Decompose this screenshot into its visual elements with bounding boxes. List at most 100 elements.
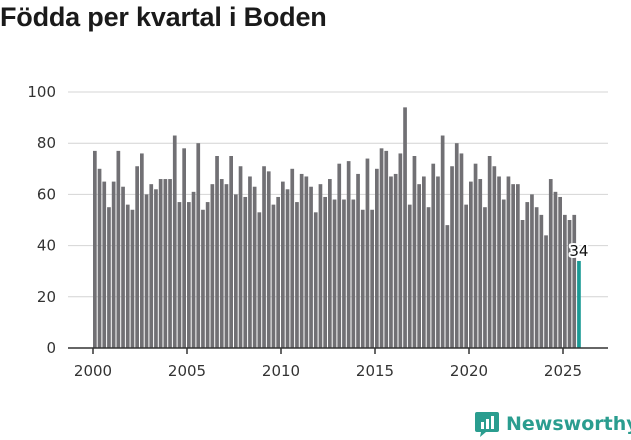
bar [384,150,389,348]
bar [271,204,276,348]
bar [97,168,102,348]
bar [445,225,450,348]
bar [107,207,111,348]
bar [187,202,191,348]
bar [403,107,407,348]
bar [558,196,562,348]
bar [111,181,116,348]
brand-logo: Newsworthy [474,408,631,440]
bar [276,196,280,348]
y-tick-label: 100 [27,83,56,101]
bar [398,153,403,348]
bar [191,191,196,348]
y-tick-label: 40 [37,237,56,255]
bar [248,176,252,348]
bar [205,202,210,348]
bar [422,176,426,348]
bar [567,220,572,348]
bar [135,166,139,348]
x-tick-label: 2015 [356,362,394,380]
bar [234,194,238,348]
bar [238,166,243,348]
bar [450,166,454,348]
bar [469,181,473,348]
bar [93,150,97,348]
bar [299,173,304,348]
bar [544,235,548,348]
bar [539,214,544,348]
bar [534,207,539,348]
bar [342,199,346,348]
bar [525,202,530,348]
bar [158,179,163,348]
bar [375,168,379,348]
bar [492,166,497,348]
y-tick-label: 0 [46,339,56,357]
bar [163,179,168,348]
bar [426,207,431,348]
bar [483,207,487,348]
bar-highlighted [577,260,581,348]
gridlines: 0 20 40 60 80 100 [27,83,608,357]
bar [351,199,356,348]
brand-name: Newsworthy [506,413,631,435]
bar [365,158,370,348]
bar [530,194,534,348]
bar [360,209,365,348]
bar [262,166,266,348]
bar [516,184,520,348]
bar [459,153,464,348]
x-tick-label: 2020 [450,362,488,380]
bar [229,156,233,348]
bar [168,179,172,348]
bars: 34 [93,107,590,348]
bar [389,176,393,348]
bar [501,199,506,348]
bar [356,173,360,348]
newsworthy-icon [475,412,499,437]
bar [154,189,158,348]
bar [219,179,224,348]
bar [548,179,553,348]
bar [318,184,323,348]
y-tick-label: 20 [37,288,56,306]
bar [346,161,351,348]
bar [252,186,257,348]
bar [337,163,342,348]
bar [295,202,299,348]
bar [328,179,332,348]
bar [304,176,309,348]
bar [144,194,149,348]
bar [177,202,182,348]
bar [257,212,262,348]
bar [431,163,436,348]
bar [309,186,313,348]
bar [281,181,285,348]
bar [553,191,558,348]
bar [201,209,205,348]
bar [511,184,515,348]
bar [520,220,525,348]
bar [436,176,440,348]
bar [313,212,318,348]
x-tick-label: 2025 [544,362,582,380]
bar [130,209,135,348]
y-tick-label: 80 [37,134,56,152]
bar [149,184,154,348]
bar [440,135,445,348]
bar [407,204,412,348]
bar [215,156,219,348]
bar [497,176,501,348]
bar [116,150,121,348]
axes: 2000 2005 2010 2015 2020 2025 [68,347,608,380]
chart-title: Födda per kvartal i Boden [0,2,327,32]
bar [572,214,577,348]
bar [506,176,511,348]
bar [454,143,459,348]
bar [563,214,567,348]
bar [332,199,337,348]
x-tick-label: 2010 [262,362,300,380]
bar [182,148,186,348]
y-tick-label: 60 [37,185,56,203]
x-tick-label: 2005 [168,362,206,380]
